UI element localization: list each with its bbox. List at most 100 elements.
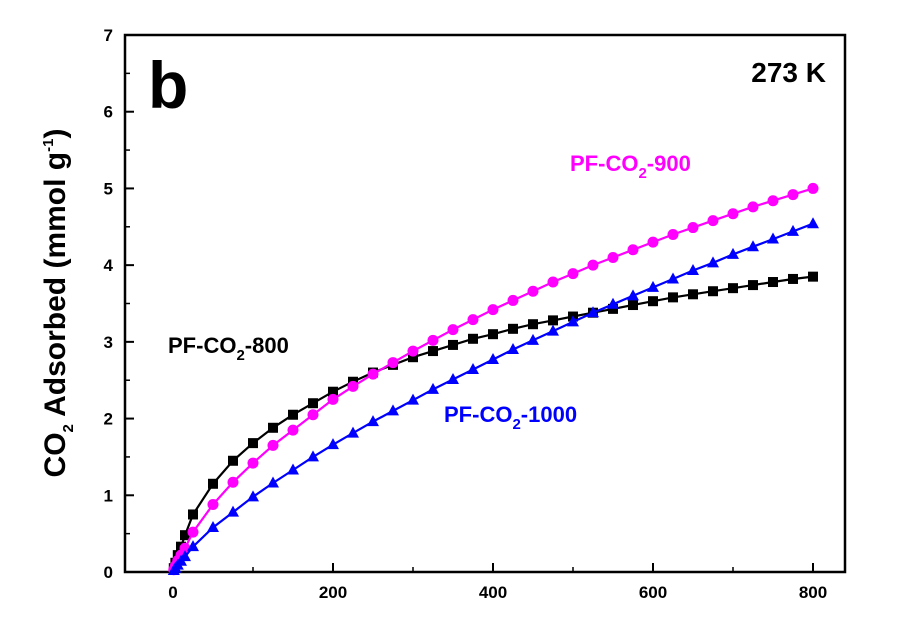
panel-letter: b — [148, 48, 188, 122]
data-point — [587, 259, 599, 271]
data-point — [347, 426, 359, 438]
data-point — [248, 438, 258, 449]
series-label-800-post: -800 — [245, 333, 289, 358]
temperature-label: 273 K — [751, 57, 826, 88]
data-point — [747, 240, 759, 252]
data-point — [627, 289, 639, 301]
data-point — [668, 292, 678, 303]
data-point — [688, 289, 698, 300]
y-tick-label: 5 — [104, 179, 113, 198]
series-label-1000-post: -1000 — [521, 402, 577, 427]
data-point — [768, 277, 778, 288]
data-point — [767, 232, 779, 244]
data-point — [247, 457, 259, 469]
data-point — [247, 490, 259, 502]
data-point — [807, 217, 819, 229]
y-axis-label-sup: -1 — [40, 139, 57, 152]
data-point — [267, 439, 279, 451]
data-point — [328, 386, 338, 397]
data-point — [707, 215, 719, 227]
data-point — [727, 247, 739, 259]
data-point — [687, 222, 699, 234]
data-point — [787, 189, 799, 201]
y-axis-label-mid: Adsorbed (mmol g — [39, 152, 72, 424]
data-point — [307, 409, 319, 421]
series-line — [172, 187, 814, 571]
data-point — [287, 424, 299, 436]
data-point — [207, 498, 219, 510]
data-point — [667, 272, 679, 284]
data-point — [528, 319, 538, 330]
data-point — [727, 208, 739, 220]
series-label-pf-co2-900: PF-CO2-900 — [570, 151, 691, 182]
data-point — [267, 476, 279, 488]
data-point — [387, 357, 399, 369]
data-point — [508, 323, 518, 334]
data-point — [607, 251, 619, 263]
data-point — [787, 224, 799, 236]
data-point — [587, 306, 599, 318]
y-tick-label: 0 — [104, 563, 113, 582]
data-point — [527, 333, 539, 345]
y-axis: 0 1 2 3 4 5 6 7 — [104, 26, 134, 582]
series-label-pf-co2-800: PF-CO2-800 — [168, 333, 289, 364]
data-point — [367, 415, 379, 427]
data-point — [428, 346, 438, 357]
data-point — [807, 182, 819, 194]
data-point — [407, 393, 419, 405]
data-point — [808, 271, 818, 282]
series-label-900-sub: 2 — [638, 165, 646, 182]
data-point — [179, 550, 191, 562]
data-point — [767, 195, 779, 207]
data-point — [347, 380, 359, 392]
y-tick-label: 1 — [104, 486, 113, 505]
data-point — [468, 333, 478, 344]
data-point — [527, 285, 539, 297]
data-point — [567, 268, 579, 280]
data-point — [467, 314, 479, 326]
y-tick-label: 3 — [104, 333, 113, 352]
data-point — [547, 324, 559, 336]
series-pf-co2-900 — [168, 182, 819, 576]
data-point — [327, 393, 339, 405]
data-point — [408, 352, 418, 363]
y-axis-label-sub: 2 — [60, 424, 77, 432]
series-label-1000-pre: PF-CO — [444, 402, 512, 427]
data-point — [208, 478, 218, 489]
data-point — [747, 201, 759, 213]
data-point — [487, 353, 499, 365]
x-tick-label: 400 — [479, 583, 507, 602]
y-axis-label-post: ) — [39, 129, 72, 139]
series-label-pf-co2-1000: PF-CO2-1000 — [444, 402, 577, 433]
data-point — [507, 343, 519, 355]
series-label-900-post: -900 — [647, 151, 691, 176]
data-point — [748, 280, 758, 291]
y-tick-label: 4 — [104, 256, 114, 275]
y-axis-label: CO2 Adsorbed (mmol g-1) — [39, 129, 77, 478]
data-point — [647, 236, 659, 248]
data-point — [547, 276, 559, 288]
data-point — [367, 368, 379, 380]
data-point — [667, 228, 679, 240]
series-pf-co2-1000 — [167, 217, 819, 575]
data-point — [708, 286, 718, 297]
series-label-900-pre: PF-CO — [570, 151, 638, 176]
data-point — [728, 283, 738, 294]
data-point — [467, 362, 479, 374]
data-point — [187, 540, 199, 552]
data-point — [308, 398, 318, 409]
data-point — [268, 422, 278, 433]
plot-frame — [123, 33, 847, 574]
data-point — [687, 264, 699, 276]
data-point — [227, 505, 239, 517]
data-point — [627, 244, 639, 256]
data-point — [567, 315, 579, 327]
data-point — [180, 530, 190, 541]
data-point — [287, 463, 299, 475]
data-point — [187, 526, 199, 538]
data-point — [448, 339, 458, 350]
x-tick-label: 600 — [639, 583, 667, 602]
x-tick-label: 800 — [799, 583, 827, 602]
y-axis-label-pre: CO — [39, 432, 72, 477]
